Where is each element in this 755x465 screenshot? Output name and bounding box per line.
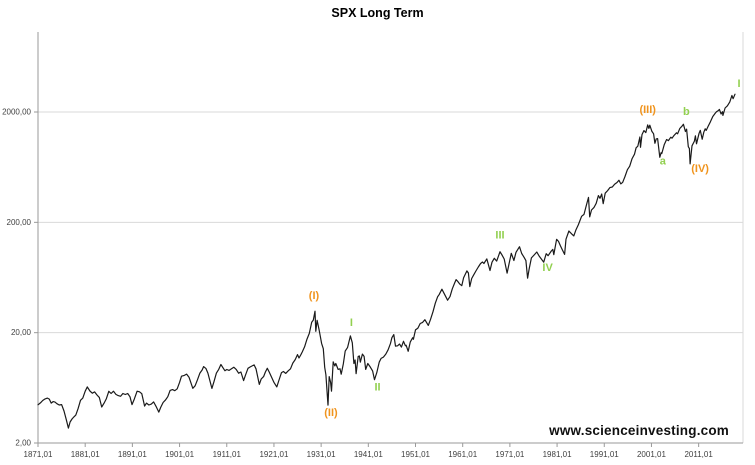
x-tick-label: 2011,01 xyxy=(684,450,713,459)
wave-label: (IV) xyxy=(691,163,709,175)
y-tick-label: 2000,00 xyxy=(2,108,31,117)
wave-label: II xyxy=(374,382,380,394)
x-tick-label: 1871,01 xyxy=(24,450,53,459)
x-tick-label: 1911,01 xyxy=(213,450,242,459)
x-tick-label: 1981,01 xyxy=(543,450,572,459)
wave-label: I xyxy=(350,317,353,329)
wave-label: IV xyxy=(542,262,553,274)
y-tick-label: 20,00 xyxy=(11,328,32,337)
wave-label: (III) xyxy=(639,104,656,116)
wave-label: (II) xyxy=(324,407,338,419)
x-tick-label: 1881,01 xyxy=(71,450,100,459)
y-tick-label: 2,00 xyxy=(15,439,31,448)
wave-label: (I) xyxy=(309,290,320,302)
x-tick-label: 1941,01 xyxy=(354,450,383,459)
x-tick-label: 1971,01 xyxy=(495,450,524,459)
wave-label: III xyxy=(495,230,504,242)
x-tick-label: 1991,01 xyxy=(590,450,619,459)
watermark-text: www.scienceinvesting.com xyxy=(549,423,729,438)
x-tick-label: 2001,01 xyxy=(637,450,666,459)
chart-title: SPX Long Term xyxy=(331,6,424,20)
price-line xyxy=(37,93,736,429)
x-tick-label: 1931,01 xyxy=(307,450,336,459)
x-tick-label: 1921,01 xyxy=(259,450,288,459)
x-tick-label: 1961,01 xyxy=(448,450,477,459)
wave-label: b xyxy=(683,106,690,118)
x-tick-label: 1901,01 xyxy=(165,450,194,459)
x-tick-label: 1951,01 xyxy=(401,450,430,459)
wave-label: I xyxy=(737,78,740,90)
wave-label: a xyxy=(660,155,667,167)
y-tick-label: 200,00 xyxy=(7,218,32,227)
x-tick-label: 1891,01 xyxy=(118,450,147,459)
